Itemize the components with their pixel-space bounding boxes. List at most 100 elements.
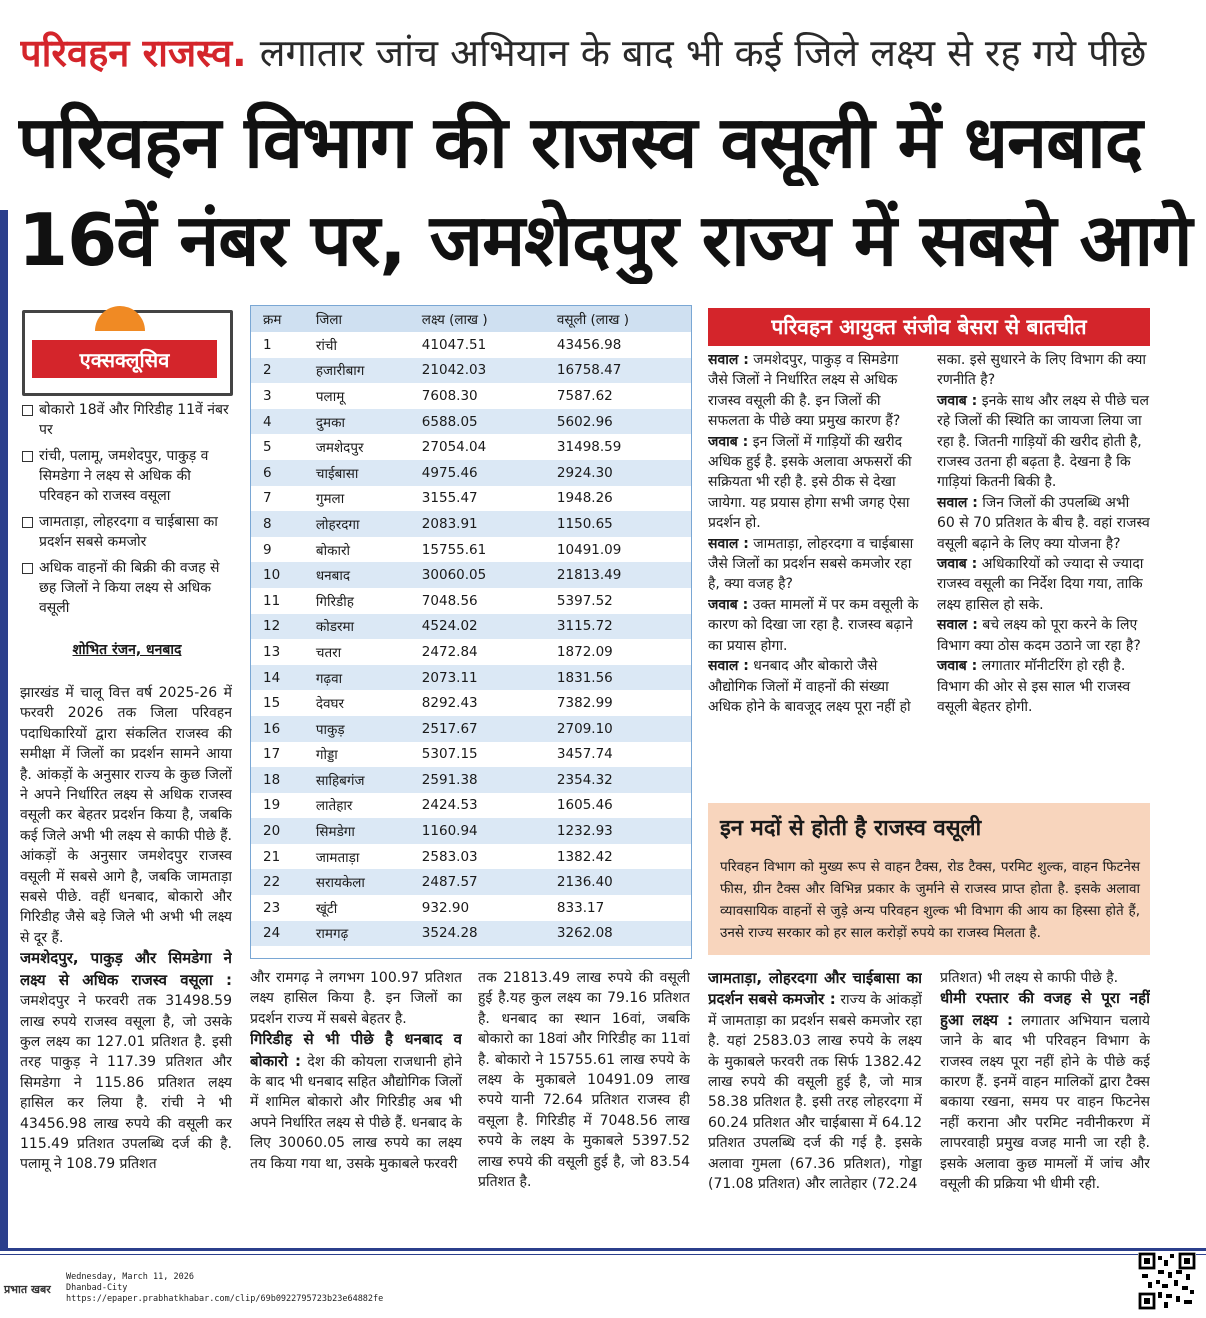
table-cell: जमशेदपुर <box>315 440 364 457</box>
table-cell: 6 <box>251 459 304 486</box>
paragraph: गिरिडीह से भी पीछे है धनबाद व बोकारो : द… <box>250 1029 462 1174</box>
table-cell: 12 <box>251 613 304 640</box>
bullet-text: जामताड़ा, लोहरदगा व चाईबासा का प्रदर्शन … <box>39 514 218 550</box>
table-cell: 13 <box>263 643 281 660</box>
answer-text: लगातार मॉनीटरिंग हो रही है. विभाग की ओर … <box>937 658 1131 715</box>
table-cell: पाकुड़ <box>303 715 410 742</box>
table-cell: 2083.91 <box>409 511 545 537</box>
table-cell: 24 <box>251 920 304 947</box>
table-row: 15 देवघर 8292.43 7382.99 <box>251 690 691 716</box>
table-cell: 1831.56 <box>544 664 691 691</box>
question-text: जमशेदपुर, पाकुड़ व सिमडेगा जैसे जिलों ने… <box>708 352 901 430</box>
bullet-list: बोकारो 18वें और गिरिडीह 11वें नंबर पर रां… <box>22 400 232 624</box>
table-cell: 16 <box>251 715 304 742</box>
table-cell: 5602.96 <box>544 408 691 435</box>
table-cell: 2073.11 <box>409 664 545 691</box>
table-cell: 30060.05 <box>409 562 545 588</box>
table-cell: 4524.02 <box>409 613 545 640</box>
table-row: 10 धनबाद 30060.05 21813.49 <box>251 562 691 588</box>
bullet-square <box>22 405 33 416</box>
table-cell: सरायकेला <box>303 869 410 896</box>
table-cell: 21 <box>263 848 281 865</box>
table-cell: गोड्डा <box>315 747 338 764</box>
side-bar <box>0 210 8 1250</box>
table-cell: सिमडेगा <box>303 818 410 844</box>
answer-text: अधिकारियों को ज्यादा से ज्यादा राजस्व वस… <box>937 556 1144 613</box>
table-row: 23 खूंटी 932.90 833.17 <box>251 895 691 921</box>
table-cell: 833.17 <box>556 899 605 916</box>
table-cell: 1 <box>263 336 272 353</box>
table-cell: 8292.43 <box>421 695 478 712</box>
table-cell: साहिबगंज <box>303 767 410 793</box>
question-text: जामताड़ा, लोहरदगा व चाईबासा जैसे जिलों क… <box>708 535 914 593</box>
qa-label: सवाल : <box>708 658 749 675</box>
paragraph: झारखंड में चालू वित्त वर्ष 2025-26 में फ… <box>20 683 232 948</box>
subhead: जामताड़ा, लोहरदगा और चाईबासा का प्रदर्शन… <box>708 969 922 1009</box>
table-cell: 2583.03 <box>421 848 478 865</box>
table-row: 22 सरायकेला 2487.57 2136.40 <box>251 869 691 896</box>
table-cell: 1160.94 <box>409 818 545 844</box>
table-cell: 18 <box>251 767 304 793</box>
table-cell: 7382.99 <box>556 695 613 712</box>
table-cell: 2472.84 <box>421 643 478 660</box>
headline: परिवहन विभाग की राजस्व वसूली में धनबाद <box>18 100 1143 184</box>
qa-label: सवाल : <box>937 494 978 511</box>
table-cell: 9 <box>263 541 272 558</box>
table-cell: जामताड़ा <box>315 849 360 866</box>
paragraph: तक 21813.49 लाख रुपये की वसूली हुई है.यह… <box>478 968 690 1192</box>
table-cell: 4 <box>251 408 304 435</box>
kicker-text: लगातार जांच अभियान के बाद भी कई जिले लक्… <box>259 31 1147 75</box>
table-cell: 3262.08 <box>544 920 691 947</box>
table-row: 3 पलामू 7608.30 7587.62 <box>251 383 691 409</box>
table-row: 14 गढ़वा 2073.11 1831.56 <box>251 664 691 691</box>
table-row: 2 हजारीबाग 21042.03 16758.47 <box>251 357 691 384</box>
subhead: जमशेदपुर, पाकुड़ और सिमडेगा ने लक्ष्य से… <box>20 949 232 989</box>
table-cell: 41047.51 <box>421 336 487 353</box>
table-cell: 3 <box>263 387 272 404</box>
article-column: तक 21813.49 लाख रुपये की वसूली हुई है.यह… <box>478 968 690 1238</box>
bullet: रांची, पलामू, जमशेदपुर, पाकुड़ व सिमडेगा… <box>22 446 232 506</box>
table-cell: बोकारो <box>315 542 350 559</box>
table-cell: खूंटी <box>315 900 338 917</box>
answer: जवाब : इन जिलों में गाड़ियों की खरीद अधि… <box>708 432 921 534</box>
logo: प्रभात खबर <box>4 1283 51 1296</box>
qa-label: जवाब : <box>937 392 978 409</box>
table-cell: 1605.46 <box>556 797 613 814</box>
answer: जवाब : अधिकारियों को ज्यादा से ज्यादा रा… <box>937 554 1150 615</box>
paragraph: जामताड़ा, लोहरदगा और चाईबासा का प्रदर्शन… <box>708 968 922 1194</box>
kicker: परिवहन राजस्व. लगातार जांच अभियान के बाद… <box>20 26 1190 78</box>
bullet: बोकारो 18वें और गिरिडीह 11वें नंबर पर <box>22 400 232 440</box>
exclusive-label: एक्सक्लूसिव <box>32 340 217 378</box>
bullet: जामताड़ा, लोहरदगा व चाईबासा का प्रदर्शन … <box>22 512 232 552</box>
table-header: क्रम <box>251 306 304 332</box>
kicker-red: परिवहन राजस्व. <box>20 31 247 75</box>
table-row: 1 रांची 41047.51 43456.98 <box>251 332 691 358</box>
interview: सवाल : जमशेदपुर, पाकुड़ व सिमडेगा जैसे ज… <box>708 350 1150 795</box>
bullet-square <box>22 451 33 462</box>
table-cell: चाईबासा <box>303 459 410 486</box>
table-cell: रांची <box>315 337 337 354</box>
answer: जवाब : लगातार मॉनीटरिंग हो रही है. विभाग… <box>937 656 1150 717</box>
question: सवाल : धनबाद और बोकारो जैसे औद्योगिक जिल… <box>708 350 1150 717</box>
body-text: राज्य के आंकड़ों में जामताड़ा का प्रदर्श… <box>708 992 922 1193</box>
qa-label: जवाब : <box>937 658 978 675</box>
body-text: देश की कोयला राजधानी होने के बाद भी धनबा… <box>250 1053 462 1172</box>
table-cell: 2709.10 <box>544 715 691 742</box>
bullet-square <box>22 563 33 574</box>
table-cell: 7587.62 <box>556 387 613 404</box>
table-row: 21 जामताड़ा 2583.03 1382.42 <box>251 844 691 870</box>
table-cell: दुमका <box>303 408 410 435</box>
table-cell: 10 <box>251 562 304 588</box>
table-row: 8 लोहरदगा 2083.91 1150.65 <box>251 511 691 537</box>
subhead: धीमी रफ्तार की वजह से पूरा नहीं हुआ लक्ष… <box>940 989 1150 1029</box>
bullet-square <box>22 517 33 528</box>
table-row: 19 लातेहार 2424.53 1605.46 <box>251 793 691 819</box>
table-row: 16 पाकुड़ 2517.67 2709.10 <box>251 715 691 742</box>
table-cell: 7048.56 <box>421 592 478 609</box>
qa-label: जवाब : <box>708 596 749 613</box>
table-cell: 2136.40 <box>544 869 691 896</box>
body-text: और रामगढ़ ने लगभग 100.97 प्रतिशत लक्ष्य … <box>250 970 462 1027</box>
info-box <box>708 803 1150 955</box>
table-cell: 21042.03 <box>409 357 545 384</box>
table-cell: 8 <box>251 511 304 537</box>
